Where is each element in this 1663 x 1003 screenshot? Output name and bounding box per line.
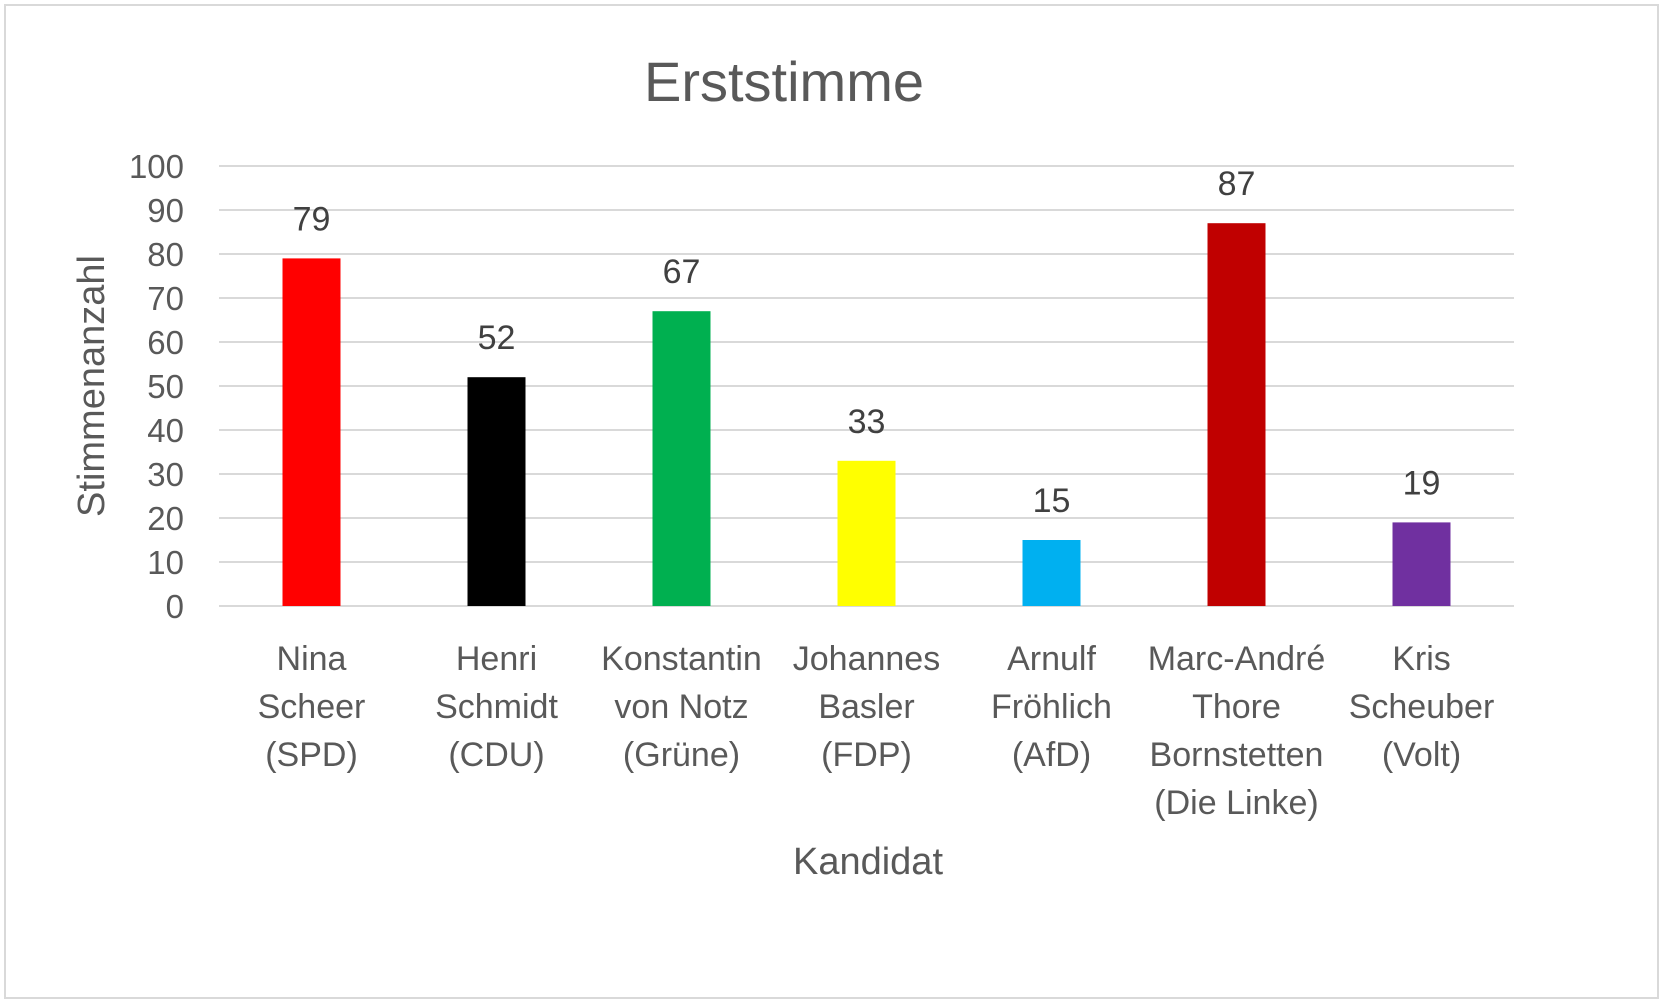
y-tick-label: 90 [147,192,184,229]
data-label: 52 [478,319,516,357]
gridlines [219,165,1514,607]
category-label: Konstantin von Notz (Grüne) [601,640,762,774]
category-label: Nina Scheer (SPD) [258,640,366,774]
data-label: 87 [1218,165,1256,203]
category-label: Marc-André Thore Bornstetten (Die Linke) [1148,640,1326,822]
category-label: Henri Schmidt (CDU) [435,640,558,774]
y-tick-label: 0 [166,588,184,625]
category-label-line: (SPD) [265,736,358,774]
y-tick-label: 10 [147,544,184,581]
category-label-line: Henri [456,640,537,678]
y-axis-title: Stimmenanzahl [71,255,113,517]
category-label-line: Nina [277,640,347,678]
category-label-line: Bornstetten [1150,736,1324,774]
category-label-line: Thore [1192,688,1281,726]
category-label-line: Johannes [793,640,940,678]
y-tick-label: 50 [147,368,184,405]
y-tick-label: 20 [147,500,184,537]
data-label: 79 [293,200,331,238]
bar [467,377,526,606]
data-label: 15 [1033,482,1071,520]
bar [1022,540,1081,606]
chart-title: Erststimme [644,50,924,113]
category-label-line: (Die Linke) [1154,784,1318,822]
category-label-line: Marc-André [1148,640,1326,678]
y-axis-ticks: 0 10 20 30 40 50 60 70 80 90 100 [129,148,184,625]
y-tick-label: 30 [147,456,184,493]
category-label-line: Scheuber [1349,688,1495,726]
bar [1207,223,1266,606]
y-tick-label: 60 [147,324,184,361]
category-label-line: Konstantin [601,640,762,678]
chart-frame: Erststimme 0 10 20 30 40 50 60 70 80 90 100 79 52 67… [4,4,1659,999]
y-tick-label: 80 [147,236,184,273]
y-tick-label: 100 [129,148,184,185]
y-tick-label: 40 [147,412,184,449]
category-label-line: Scheer [258,688,366,726]
category-label-line: (FDP) [821,736,912,774]
x-axis-categories: Nina Scheer (SPD) Henri Schmidt (CDU) Konstant… [258,640,1495,822]
bar [652,311,711,606]
bar [837,460,896,606]
category-label: Kris Scheuber (Volt) [1349,640,1495,774]
data-label: 19 [1403,464,1441,502]
bar [282,258,341,606]
data-label: 67 [663,253,701,291]
category-label-line: Fröhlich [991,688,1112,726]
bar [1392,522,1451,606]
category-label-line: von Notz [614,688,748,726]
y-tick-label: 70 [147,280,184,317]
category-label-line: Arnulf [1007,640,1096,678]
category-label: Johannes Basler (FDP) [793,640,940,774]
category-label-line: (Volt) [1382,736,1461,774]
bar-chart: Erststimme 0 10 20 30 40 50 60 70 80 90 100 79 52 67… [71,50,1514,883]
bars [282,223,1451,606]
category-label-line: Basler [818,688,914,726]
category-label-line: Kris [1392,640,1451,678]
category-label-line: (AfD) [1012,736,1091,774]
x-axis-title: Kandidat [793,841,943,883]
category-label: Arnulf Fröhlich (AfD) [991,640,1112,774]
category-label-line: (Grüne) [623,736,740,774]
data-labels: 79 52 67 33 15 87 19 [293,165,1441,520]
category-label-line: Schmidt [435,688,558,726]
data-label: 33 [848,403,886,441]
category-label-line: (CDU) [448,736,544,774]
